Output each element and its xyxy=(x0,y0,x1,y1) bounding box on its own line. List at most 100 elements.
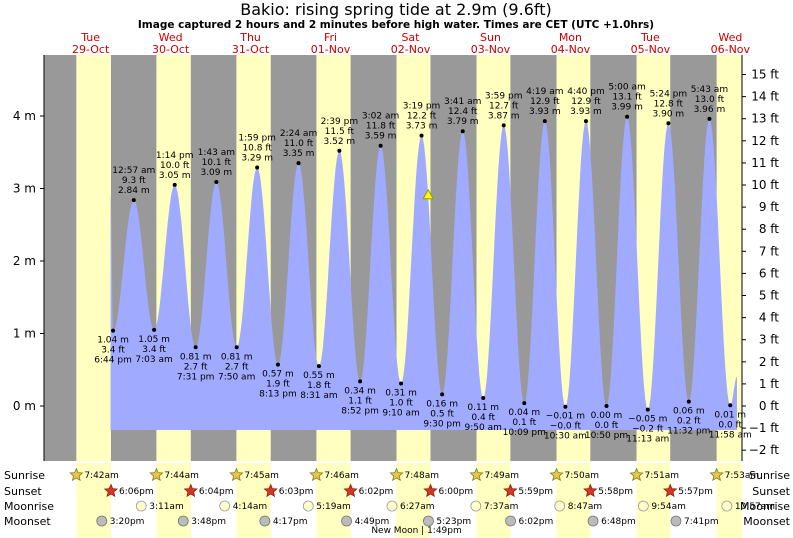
high-tide-dot xyxy=(337,148,342,153)
sunrise-time: 7:45am xyxy=(244,471,279,481)
high-tide-b-label: 12.7 ft xyxy=(489,101,519,111)
moonset-time: 7:41pm xyxy=(684,517,719,527)
sunrise-time: 7:42am xyxy=(84,471,119,481)
daylight-band-lower xyxy=(396,463,431,538)
low-tide-a-label: 0.16 m xyxy=(426,399,458,409)
day-name: Sun xyxy=(480,31,501,44)
high-tide-b-label: 9.3 ft xyxy=(122,176,146,186)
moonset-time: 3:20pm xyxy=(110,517,145,527)
moon-phase-separator: | xyxy=(418,526,427,536)
low-tide-a-label: 0.81 m xyxy=(180,352,212,362)
high-tide-c-label: 3.05 m xyxy=(159,171,191,181)
high-tide-b-label: 10.8 ft xyxy=(242,143,272,153)
sunrise-icon xyxy=(309,467,324,482)
low-tide-a-label: 0.06 m xyxy=(673,407,705,417)
day-date: 06-Nov xyxy=(711,43,751,56)
low-tide-b-label: −0.2 ft xyxy=(632,425,664,435)
sunrise-icon xyxy=(69,467,84,482)
low-tide-b-label: 0.1 ft xyxy=(512,418,536,428)
low-tide-dot xyxy=(440,392,445,397)
day-name: Tue xyxy=(640,31,660,44)
high-tide-c-label: 3.52 m xyxy=(324,137,356,147)
moonset-icon xyxy=(259,515,271,527)
high-tide-b-label: 11.8 ft xyxy=(366,122,396,132)
daylight-band xyxy=(76,55,111,461)
left-axis-tick-label: 4 m xyxy=(13,109,36,123)
day-name: Mon xyxy=(559,31,582,44)
day-name: Wed xyxy=(159,31,183,44)
high-tide-dot xyxy=(378,143,383,148)
daylight-band-lower xyxy=(636,463,671,538)
high-tide-c-label: 3.09 m xyxy=(200,168,232,178)
moonset-row-label-right: Moonset xyxy=(743,515,790,528)
sunset-icon xyxy=(183,483,198,498)
low-tide-c-label: 7:03 am xyxy=(135,355,172,365)
high-tide-c-label: 3.87 m xyxy=(488,111,520,121)
low-tide-a-label: 1.05 m xyxy=(138,335,170,345)
sunrise-icon xyxy=(229,467,244,482)
day-date: 30-Oct xyxy=(152,43,190,56)
moonrise-icon xyxy=(386,500,398,512)
high-tide-a-label: 4:19 am xyxy=(526,87,563,97)
high-tide-c-label: 3.93 m xyxy=(570,107,602,117)
low-tide-b-label: 1.8 ft xyxy=(307,381,331,391)
high-tide-c-label: 3.96 m xyxy=(694,105,726,115)
right-axis-tick-label: 2 ft xyxy=(759,355,779,369)
sunset-icon xyxy=(423,483,438,498)
low-tide-a-label: 0.01 m xyxy=(714,410,746,420)
daylight-band-lower xyxy=(476,463,511,538)
moonrise-row-label-right: Moonrise xyxy=(740,500,790,513)
right-axis-tick-label: 6 ft xyxy=(759,266,779,280)
right-axis-tick-label: 7 ft xyxy=(759,244,779,258)
sunset-time: 6:03pm xyxy=(279,487,314,497)
low-tide-c-label: 9:30 pm xyxy=(423,419,461,429)
moonset-icon xyxy=(670,515,682,527)
low-tide-a-label: 0.31 m xyxy=(385,389,417,399)
low-tide-dot xyxy=(563,404,568,409)
sunrise-icon xyxy=(469,467,484,482)
right-axis-tick-label: −2 ft xyxy=(749,443,780,457)
high-tide-b-label: 13.1 ft xyxy=(612,93,642,103)
low-tide-dot xyxy=(728,403,733,408)
sunset-time: 5:58pm xyxy=(598,487,633,497)
low-tide-dot xyxy=(111,328,116,333)
high-tide-dot xyxy=(707,116,712,121)
low-tide-dot xyxy=(234,345,239,350)
high-tide-b-label: 12.9 ft xyxy=(571,97,601,107)
right-axis-tick-label: 0 ft xyxy=(759,399,779,413)
right-axis-tick-label: 15 ft xyxy=(751,68,779,82)
high-tide-c-label: 2.84 m xyxy=(118,186,150,196)
high-tide-dot xyxy=(419,133,424,138)
high-tide-b-label: 12.9 ft xyxy=(530,97,560,107)
moon-phase-time: 1:49pm xyxy=(427,526,462,536)
low-tide-a-label: 0.34 m xyxy=(344,386,376,396)
moonrise-icon xyxy=(219,500,231,512)
high-tide-a-label: 2:39 pm xyxy=(321,117,359,127)
high-tide-dot xyxy=(542,119,547,124)
moonrise-time: 8:47am xyxy=(568,502,603,512)
high-tide-a-label: 3:59 pm xyxy=(485,91,523,101)
low-tide-dot xyxy=(522,401,527,406)
high-tide-dot xyxy=(666,121,671,126)
moonrise-icon xyxy=(135,500,147,512)
sunset-icon xyxy=(263,483,278,498)
low-tide-a-label: 0.00 m xyxy=(591,411,623,421)
sunset-icon xyxy=(343,483,358,498)
sunset-time: 5:57pm xyxy=(678,487,713,497)
day-date: 03-Nov xyxy=(471,43,511,56)
low-tide-a-label: 0.55 m xyxy=(303,371,335,381)
low-tide-b-label: 2.7 ft xyxy=(225,362,249,372)
low-tide-b-label: 1.0 ft xyxy=(389,399,413,409)
low-tide-b-label: 1.1 ft xyxy=(348,396,372,406)
sunrise-icon xyxy=(629,467,644,482)
high-tide-a-label: 5:43 am xyxy=(691,85,728,95)
high-tide-dot xyxy=(214,179,219,184)
moonset-time: 6:02pm xyxy=(519,517,554,527)
left-axis-tick-label: 0 m xyxy=(13,399,36,413)
left-axis-tick-label: 3 m xyxy=(13,182,36,196)
low-tide-b-label: 0.2 ft xyxy=(677,417,701,427)
right-axis-tick-label: 14 ft xyxy=(751,90,779,104)
sunset-time: 6:04pm xyxy=(199,487,234,497)
sunrise-row-label-right: Sunrise xyxy=(749,469,790,482)
right-axis-tick-label: 5 ft xyxy=(759,289,779,303)
